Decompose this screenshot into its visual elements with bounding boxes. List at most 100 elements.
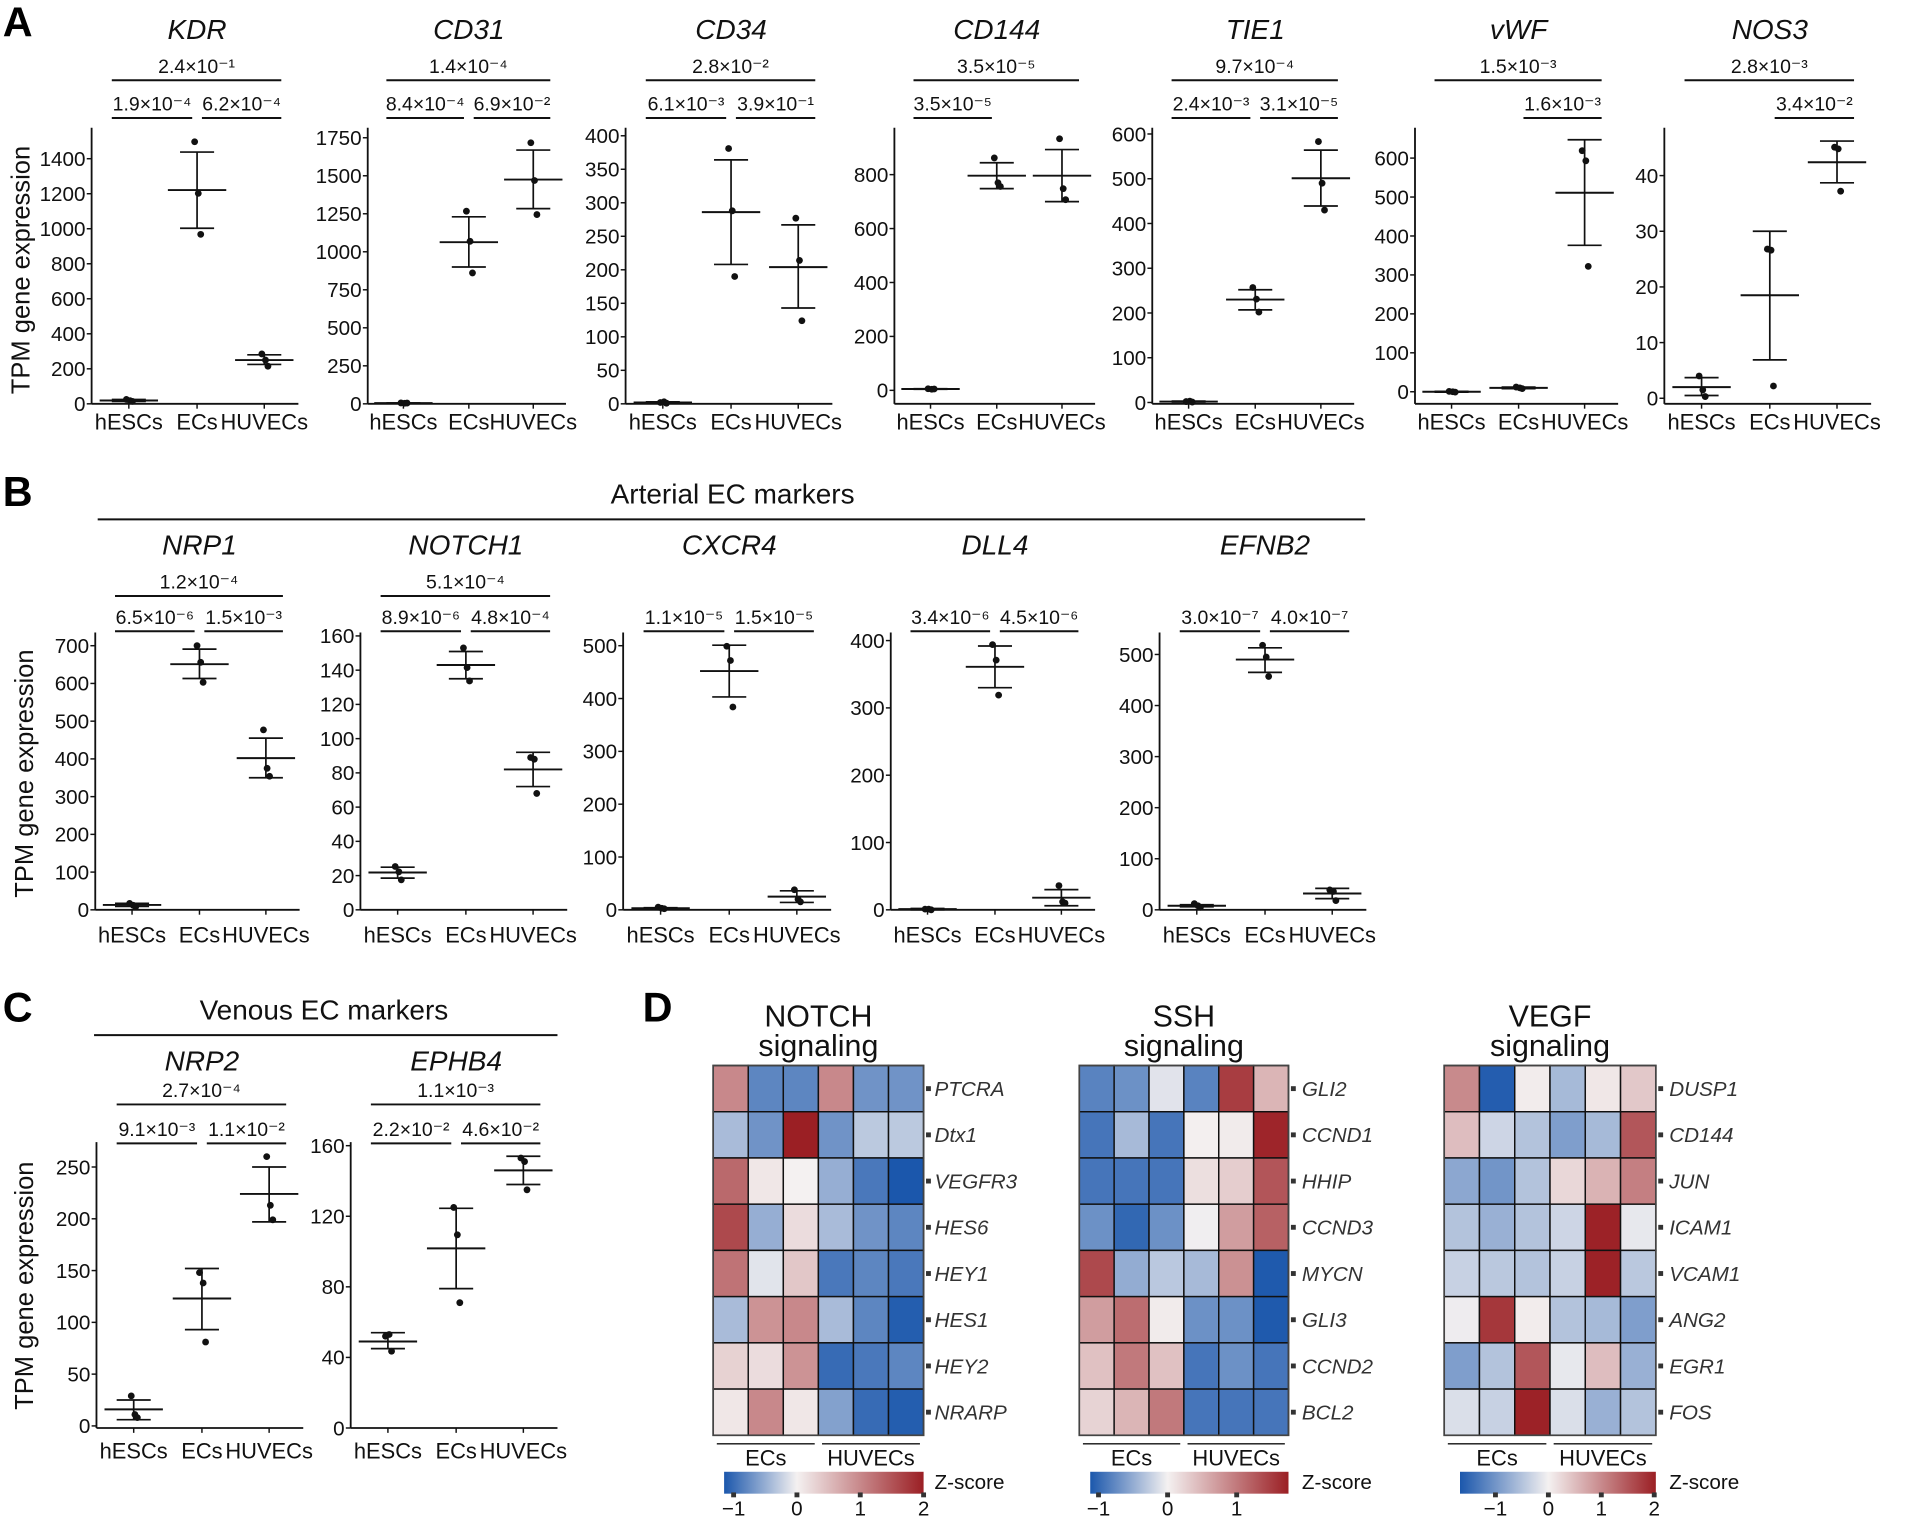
data-point <box>456 1299 464 1307</box>
heatmap-cell <box>1113 1111 1150 1159</box>
y-tick-label: 250 <box>56 1156 90 1179</box>
data-point <box>269 1216 277 1224</box>
data-point <box>199 1279 207 1287</box>
scatter-chart-vwf: 0 100 200 300 400 500 600 hESCs ECs HUVECs vWF 1.5×… <box>1374 14 1628 434</box>
row-tick <box>926 1271 931 1276</box>
colorbar <box>1460 1471 1656 1494</box>
heatmap-cell <box>1078 1157 1115 1205</box>
y-tick-label: 200 <box>585 259 619 282</box>
y-tick-label: 160 <box>320 625 354 648</box>
scatter-chart-cd144: 0 200 400 600 800 hESCs ECs HUVECs CD144 3.5×10⁻⁵… <box>854 14 1106 434</box>
data-point <box>790 886 798 894</box>
heatmap-cell <box>1113 1388 1150 1437</box>
data-point <box>1578 147 1586 155</box>
heatmap-cell <box>852 1342 890 1390</box>
heatmap-cell <box>782 1064 820 1113</box>
x-tick-label: HUVECs <box>225 1438 313 1463</box>
x-tick-label: HUVECs <box>753 923 841 948</box>
colorbar-tick-label: 1 <box>1596 1498 1608 1518</box>
heatmap-cell <box>1113 1342 1150 1390</box>
data-point <box>527 139 535 147</box>
data-point <box>1061 899 1069 907</box>
row-label: CCND2 <box>1302 1355 1374 1378</box>
x-tick-label: ECs <box>710 409 751 434</box>
y-tick-label: 0 <box>350 393 362 416</box>
p-value-label: 4.8×10⁻⁴ <box>471 607 550 629</box>
heatmap-cell <box>1183 1249 1220 1298</box>
data-point <box>132 903 140 911</box>
scatter-chart-ephb4: 0 40 80 120 160 hESCs ECs HUVECs EPHB4 1.1×10⁻³ 2.… <box>310 1045 567 1463</box>
heatmap-cell <box>712 1064 749 1113</box>
heatmap-cell <box>712 1388 749 1437</box>
x-tick-label: ECs <box>435 1438 476 1463</box>
row-label: GLI3 <box>1302 1309 1347 1332</box>
p-value-label: 3.1×10⁻⁵ <box>1260 94 1338 116</box>
heatmap-cell <box>1218 1064 1255 1113</box>
y-tick-label: 200 <box>850 765 884 788</box>
y-tick-label: 150 <box>585 293 619 316</box>
p-value-label: 1.5×10⁻³ <box>205 607 282 629</box>
heatmap-cell <box>1148 1203 1185 1252</box>
y-tick-label: 80 <box>322 1276 345 1299</box>
heatmap-cell <box>1478 1203 1516 1252</box>
row-tick <box>1658 1317 1664 1323</box>
y-tick-label: 400 <box>1119 695 1153 718</box>
heatmap-cell <box>1252 1388 1290 1437</box>
scatter-chart-notch1: 0 20 40 60 80 100 120 140 160 hESCs ECs HUVECs NOTCH… <box>320 530 577 948</box>
data-point <box>264 362 272 370</box>
heatmap-cell <box>1584 1157 1622 1205</box>
y-tick-label: 0 <box>873 899 885 922</box>
heatmap-cell <box>782 1295 820 1344</box>
colorbar-tick <box>921 1492 927 1498</box>
row-label: EGR1 <box>1669 1355 1725 1378</box>
heatmap-cell <box>1514 1388 1551 1437</box>
heatmap-title: NOTCH <box>764 1000 872 1034</box>
data-point <box>1265 673 1273 680</box>
y-tick-label: 80 <box>331 762 354 785</box>
data-point <box>262 356 269 364</box>
colorbar <box>1090 1471 1289 1494</box>
data-point <box>133 1414 141 1422</box>
heatmap-cell <box>887 1388 925 1437</box>
data-point <box>403 399 411 407</box>
row-tick <box>926 1224 931 1230</box>
heatmap-cell <box>1148 1111 1185 1159</box>
data-point <box>194 189 202 197</box>
heatmap-cell <box>1218 1157 1255 1205</box>
y-tick-label: 60 <box>331 796 354 819</box>
data-point <box>263 764 271 772</box>
data-point <box>1197 903 1204 911</box>
row-label: JUN <box>1668 1170 1709 1193</box>
y-tick-label: 400 <box>55 748 89 771</box>
data-point <box>1055 882 1063 890</box>
data-point <box>1321 206 1328 214</box>
data-point <box>453 1231 461 1239</box>
heatmap-cell <box>712 1342 749 1390</box>
x-tick-label: hESCs <box>627 923 695 948</box>
data-point <box>388 1347 395 1355</box>
data-point <box>1584 262 1592 270</box>
data-point <box>1770 382 1777 390</box>
gene-title: DLL4 <box>962 530 1029 561</box>
data-point <box>196 1269 203 1277</box>
row-tick <box>926 1409 931 1415</box>
heatmap-cell <box>1148 1388 1185 1437</box>
data-point <box>395 868 403 876</box>
heatmap-cell <box>712 1295 749 1344</box>
y-tick-label: 100 <box>850 832 884 855</box>
gene-title: NRP2 <box>165 1045 240 1076</box>
y-tick-label: 300 <box>55 786 89 809</box>
row-tick <box>926 1178 931 1184</box>
row-label: HHIP <box>1302 1170 1352 1193</box>
heatmap-subtitle: signaling <box>1124 1029 1244 1063</box>
row-label: FOS <box>1669 1401 1712 1424</box>
data-point <box>989 641 996 649</box>
heatmap-cell <box>887 1203 925 1252</box>
x-tick-label: hESCs <box>354 1438 422 1463</box>
y-tick-label: 1000 <box>40 218 86 241</box>
row-label: BCL2 <box>1302 1401 1354 1424</box>
x-tick-label: hESCs <box>364 923 432 948</box>
heatmap-cell <box>887 1157 925 1205</box>
heatmap-cell <box>1183 1388 1220 1437</box>
